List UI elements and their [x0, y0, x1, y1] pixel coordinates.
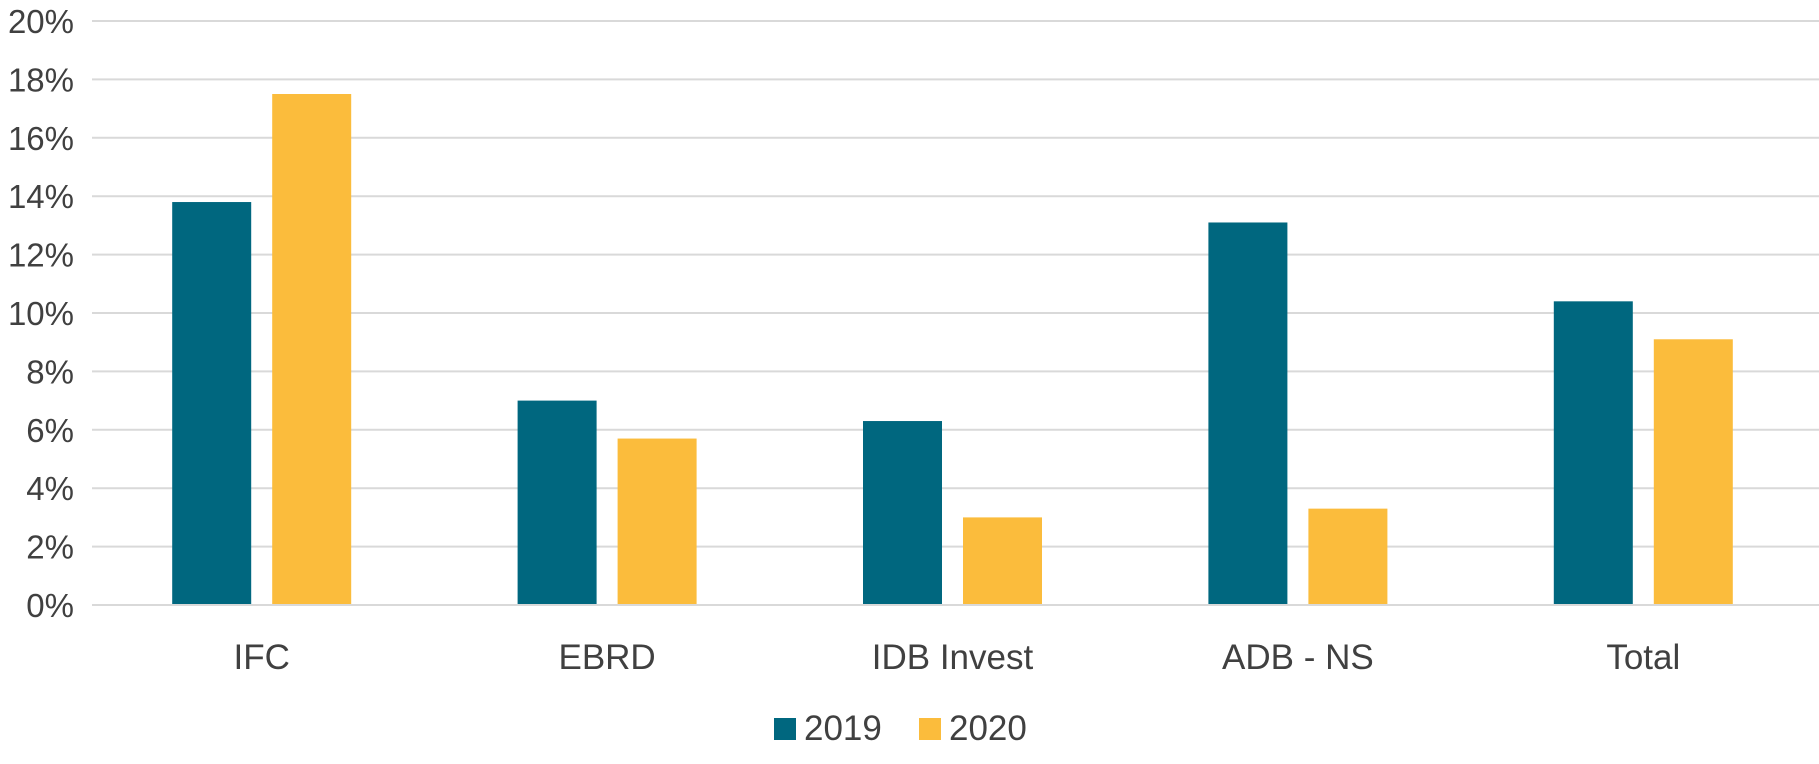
x-category-label: EBRD: [558, 638, 655, 677]
y-tick-label: 2%: [26, 529, 74, 566]
bars: [172, 94, 1733, 606]
bar-2020-total[interactable]: [1653, 339, 1733, 605]
bar-2019-ifc[interactable]: [172, 202, 252, 606]
y-tick-label: 10%: [8, 295, 74, 332]
x-category-label: IFC: [234, 638, 290, 677]
x-category-label: IDB Invest: [872, 638, 1034, 677]
x-category-label: ADB - NS: [1222, 638, 1374, 677]
bar-2019-ebrd[interactable]: [517, 400, 597, 605]
bar-2019-idb-invest[interactable]: [863, 421, 942, 605]
bar-2020-adb-ns[interactable]: [1308, 508, 1388, 605]
y-tick-label: 0%: [26, 587, 74, 624]
legend-item-2020[interactable]: 2020: [919, 709, 1027, 748]
bar-2020-ebrd[interactable]: [617, 438, 697, 605]
y-tick-label: 6%: [26, 412, 74, 449]
x-axis-category-labels: IFC EBRD IDB Invest ADB - NS Total: [234, 638, 1681, 677]
legend-item-2019[interactable]: 2019: [774, 709, 882, 748]
y-tick-label: 20%: [8, 3, 74, 40]
y-tick-label: 14%: [8, 178, 74, 215]
legend-label: 2020: [949, 709, 1027, 748]
x-category-label: Total: [1606, 638, 1680, 677]
y-tick-label: 8%: [26, 353, 74, 390]
legend-swatch: [774, 718, 796, 740]
bar-2019-adb-ns[interactable]: [1208, 222, 1288, 606]
gridlines: [92, 20, 1819, 548]
bar-2019-total[interactable]: [1553, 301, 1633, 605]
y-tick-label: 12%: [8, 237, 74, 274]
y-axis-tick-labels: 0% 2% 4% 6% 8% 10% 12% 14% 16% 18% 20%: [8, 3, 74, 624]
bar-2020-idb-invest[interactable]: [963, 517, 1042, 605]
y-tick-label: 4%: [26, 470, 74, 507]
legend[interactable]: 2019 2020: [774, 709, 1027, 748]
legend-label: 2019: [804, 709, 882, 748]
legend-swatch: [919, 718, 941, 740]
y-tick-label: 16%: [8, 120, 74, 157]
bar-2020-ifc[interactable]: [272, 94, 352, 605]
y-tick-label: 18%: [8, 61, 74, 98]
